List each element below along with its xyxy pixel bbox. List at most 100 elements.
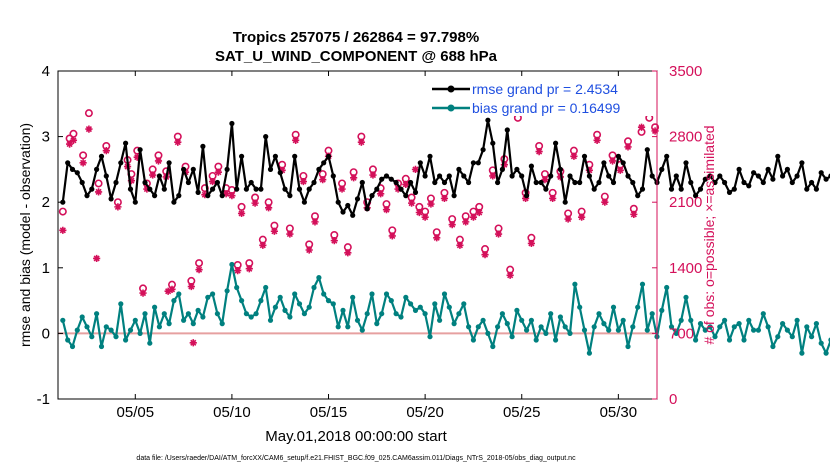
assimilated-obs-point [585,166,593,174]
assimilated-obs-point [259,241,267,249]
bias-point [649,311,655,317]
plot-area [58,71,657,399]
bias-point [775,334,781,340]
rmse-point [707,173,713,179]
bias-point [731,324,737,330]
rmse-point [161,186,167,192]
y-left-tick-label: 2 [42,194,50,211]
rmse-point [818,170,824,176]
rmse-point [775,153,781,159]
rmse-point [94,166,100,172]
bias-point [572,281,578,287]
assimilated-obs-point [388,232,396,240]
assimilated-obs-point [350,174,358,182]
assimilated-obs-point [527,239,536,248]
assimilated-obs-point [462,218,470,226]
rmse-point [132,199,138,205]
rmse-point [350,212,356,218]
rmse-point [461,173,467,179]
rmse-point [475,160,481,166]
bias-point [446,304,452,310]
bias-point [301,311,307,317]
y-right-tick-label: 2100 [669,194,702,211]
bias-point [311,284,317,291]
bias-point [89,334,95,340]
bias-point [239,298,245,304]
bias-point [330,301,336,307]
bias-point [108,327,114,333]
bias-point [412,307,419,313]
assimilated-obs-point [114,203,122,211]
bias-point [84,324,90,330]
rmse-point [171,199,177,205]
bias-point [161,311,167,317]
assimilated-obs-point [344,249,352,257]
rmse-point [432,179,438,186]
bias-point [736,321,742,327]
bias-point [813,321,820,327]
bias-point [60,317,66,323]
rmse-point [316,166,322,172]
assimilated-obs-point [494,230,503,238]
assimilated-obs-point [311,218,319,226]
rmse-point [383,173,390,179]
assimilated-obs-point [630,210,638,218]
x-tick-label: 05/30 [600,404,638,421]
assimilated-obs-point [535,147,543,156]
bias-point [296,301,303,307]
assimilated-obs-point [251,199,259,207]
bias-point [644,327,650,333]
rmse-point [330,173,336,179]
bias-point [321,291,327,297]
rmse-point [678,186,684,192]
rmse-point [296,186,303,192]
bias-point [79,314,85,320]
bias-point [683,294,689,300]
bias-point [615,327,622,333]
legend-rmse-label: rmse grand pr = 2.4534 [472,81,618,97]
legend-bias-marker [447,104,455,112]
bias-point [277,294,283,300]
bias-point [606,327,612,333]
rmse-point [804,186,810,192]
rmse-point [113,179,119,186]
bias-point [243,311,249,317]
rmse-point [369,193,375,199]
x-tick-label: 05/10 [213,404,251,421]
rmse-point [726,189,733,195]
bias-point [591,324,597,330]
bias-point [562,324,568,330]
bias-point [635,304,641,310]
bias-point [586,350,593,356]
assimilated-obs-point [143,185,151,193]
bias-point [350,294,356,300]
bias-point [557,314,564,320]
bias-point [359,327,365,333]
rmse-point [533,179,539,186]
assimilated-obs-point [102,147,110,155]
bias-point [726,337,733,343]
bias-point [388,298,394,304]
bias-point [538,324,544,330]
y-left-tick-label: 1 [42,260,50,277]
rmse-point [451,193,457,199]
rmse-point [437,173,443,179]
rmse-point [809,179,815,186]
bias-point [147,340,153,346]
assimilated-obs-point [228,192,236,200]
assimilated-obs-point [408,199,416,207]
rmse-point [683,160,689,166]
rmse-point [668,186,675,192]
rmse-point [321,160,327,166]
bias-point [456,311,462,317]
rmse-point [364,206,370,212]
bias-point [630,324,636,330]
rmse-point [746,183,752,189]
bias-point [74,327,80,333]
rmse-point [615,153,622,159]
bias-point [427,334,433,340]
rmse-point [263,134,269,140]
bias-point [499,311,505,317]
chart-title-line2: SAT_U_WIND_COMPONENT @ 688 hPa [215,48,498,65]
